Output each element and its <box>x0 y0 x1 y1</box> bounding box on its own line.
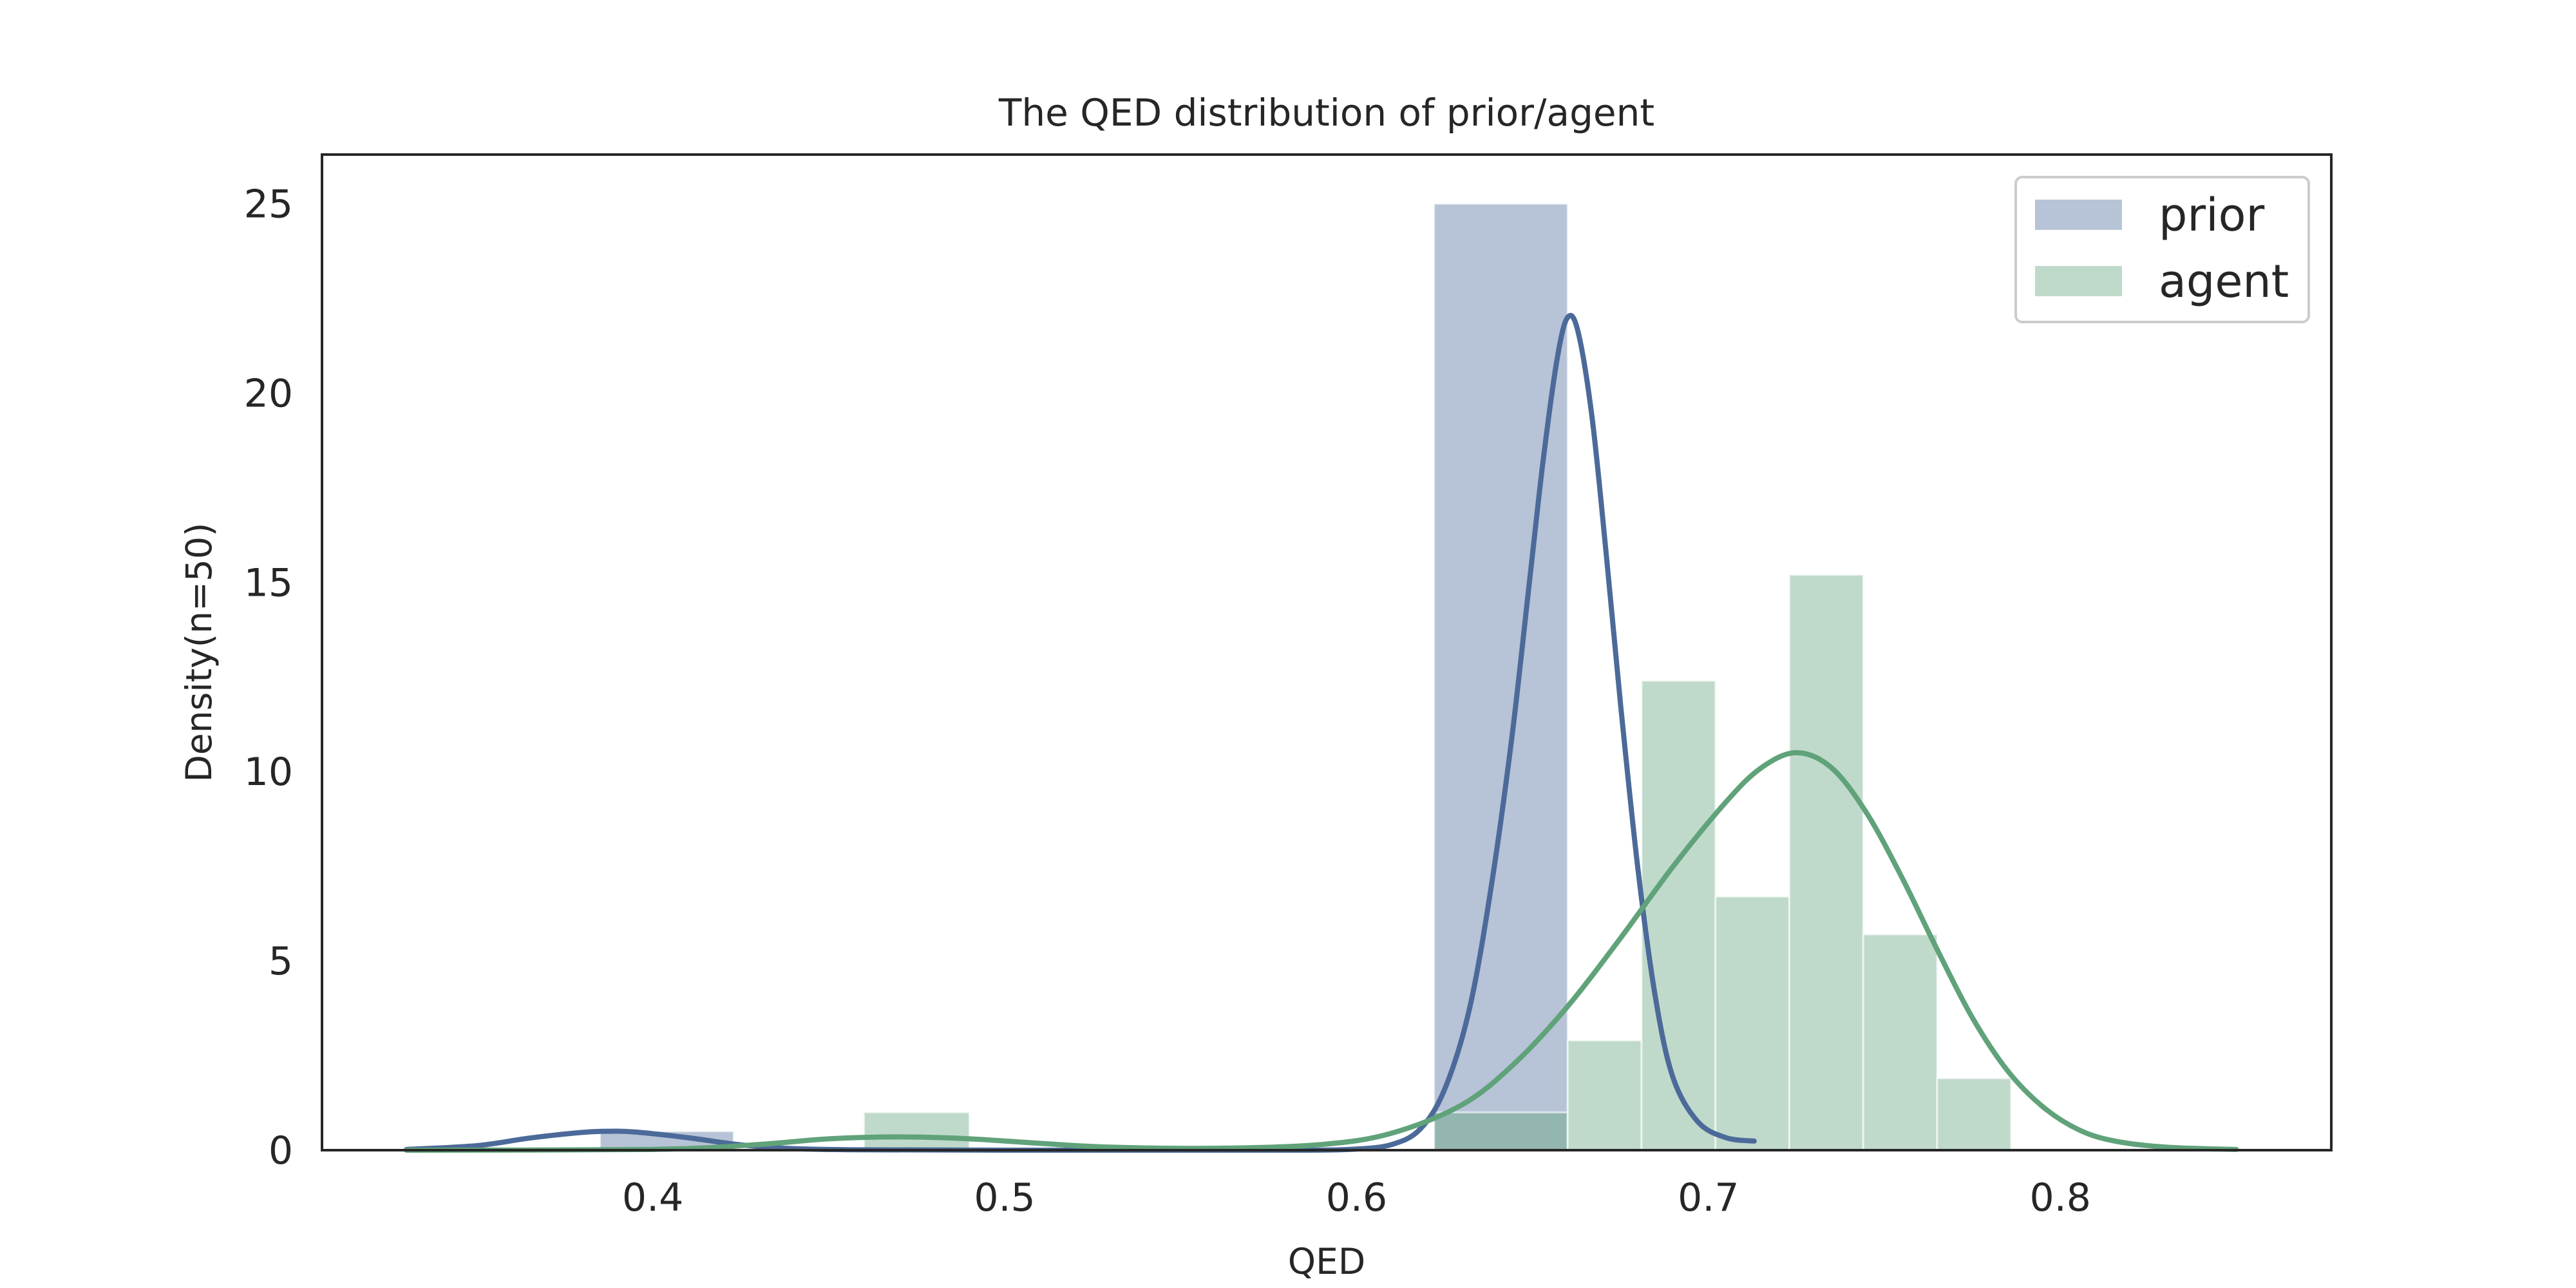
y-axis-ticks: 0 5 10 15 20 25 <box>244 182 293 1173</box>
legend-swatch-prior <box>2035 200 2122 230</box>
bar-agent-4 <box>1714 895 1791 1151</box>
legend-label-agent: agent <box>2159 255 2289 308</box>
x-tick-label: 0.4 <box>622 1175 683 1220</box>
y-axis-label: Density(n=50) <box>178 523 220 782</box>
x-tick-label: 0.6 <box>1326 1175 1387 1220</box>
kde-curve-agent <box>404 750 2239 1153</box>
legend: prior agent <box>2014 176 2310 323</box>
y-tick-label: 5 <box>269 939 293 984</box>
bar-agent-1 <box>1433 1111 1569 1151</box>
bar-agent-7 <box>1936 1077 2012 1151</box>
x-tick-label: 0.7 <box>1678 1175 1739 1220</box>
bar-agent-3 <box>1640 679 1717 1151</box>
legend-frame <box>2014 176 2310 323</box>
plot-frame <box>321 153 2333 1151</box>
y-tick-label: 0 <box>269 1128 293 1173</box>
bar-agent-2 <box>1566 1039 1643 1151</box>
legend-swatch-agent <box>2035 266 2122 296</box>
bar-agent-0 <box>862 1111 971 1151</box>
x-axis-label: QED <box>1288 1241 1365 1282</box>
y-tick-label: 15 <box>244 560 293 605</box>
x-tick-label: 0.8 <box>2030 1175 2091 1220</box>
bar-prior-1 <box>1433 202 1569 1151</box>
y-tick-label: 10 <box>244 750 293 795</box>
bar-agent-6 <box>1862 933 1938 1151</box>
y-tick-label: 20 <box>244 371 293 416</box>
x-tick-label: 0.5 <box>974 1175 1035 1220</box>
histogram-bars <box>599 202 2012 1151</box>
kde-curve-prior <box>404 312 1757 1153</box>
bar-agent-5 <box>1788 573 1864 1151</box>
x-axis-ticks: 0.4 0.5 0.6 0.7 0.8 <box>622 1175 2091 1220</box>
legend-label-prior: prior <box>2159 189 2264 242</box>
kde-curves <box>404 312 2239 1153</box>
chart-title: The QED distribution of prior/agent <box>998 91 1654 135</box>
y-tick-label: 25 <box>244 182 293 227</box>
